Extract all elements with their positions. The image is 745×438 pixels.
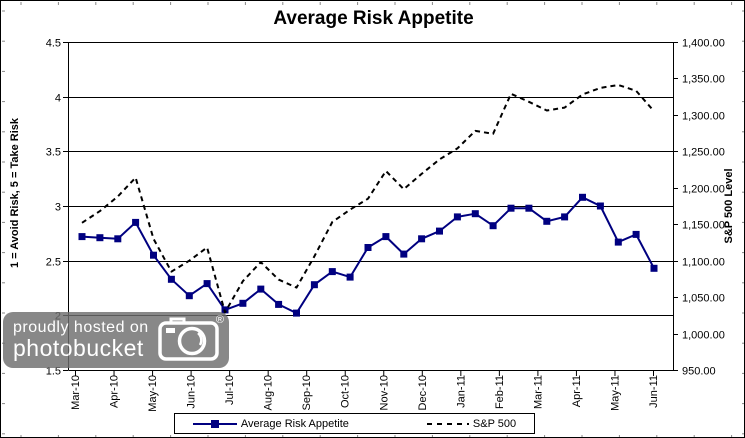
right-axis-tick-label: 950.00 <box>682 366 716 378</box>
x-axis-tick-label: Jun-11 <box>648 375 660 408</box>
left-axis-title: 1 = Avoid Risk, 5 = Take Risk <box>9 117 21 268</box>
data-point-marker <box>489 222 497 230</box>
data-point-marker <box>632 230 640 238</box>
data-point-marker <box>364 244 372 251</box>
data-point-marker <box>436 227 443 235</box>
data-point-marker <box>132 218 140 226</box>
x-axis-tick-label: May-11 <box>609 375 621 411</box>
registered-trademark-icon: ® <box>215 314 224 326</box>
x-axis-tick-label: Mar-10 <box>70 375 82 410</box>
data-point-marker <box>239 299 247 307</box>
left-axis-tick-label: 4 <box>55 93 61 105</box>
x-axis-tick-label: Feb-11 <box>494 375 506 409</box>
data-point-marker <box>543 217 551 225</box>
x-axis-tick-label: May-10 <box>147 375 159 412</box>
x-axis-tick-label: Aug-10 <box>263 375 275 410</box>
data-point-marker <box>596 202 604 210</box>
x-axis-tick-label: Dec-10 <box>417 375 429 410</box>
left-axis-tick-label: 3 <box>55 202 61 214</box>
legend-item-risk-appetite: Average Risk Appetite <box>192 417 349 430</box>
data-point-marker <box>203 280 211 288</box>
x-axis-tick-label: Jan-11 <box>455 375 467 408</box>
data-point-marker <box>579 193 586 201</box>
camera-icon <box>157 316 221 367</box>
data-point-marker <box>275 300 283 308</box>
right-axis-tick-label: 1,300.00 <box>682 111 725 123</box>
x-axis-tick-label: Jul-10 <box>224 375 236 405</box>
legend-item-sp500: S&P 500 <box>426 417 517 430</box>
legend-label-sp500: S&P 500 <box>472 417 517 430</box>
risk-appetite-line <box>81 196 655 315</box>
legend: Average Risk Appetite S&P 500 <box>174 413 535 434</box>
watermark-text: proudly hosted on photobucket <box>3 320 149 360</box>
data-point-marker <box>310 281 318 289</box>
data-point-marker <box>96 234 104 242</box>
data-point-marker <box>382 233 390 241</box>
data-point-marker <box>78 233 86 241</box>
right-axis-tick-label: 1,400.00 <box>682 38 725 50</box>
watermark-line1: proudly hosted on <box>13 319 149 336</box>
right-axis-tick-label: 1,000.00 <box>682 330 725 342</box>
chart-title: Average Risk Appetite <box>273 8 474 29</box>
left-axis-tick-label: 3.5 <box>46 147 61 159</box>
data-point-marker <box>167 275 175 283</box>
x-axis-tick-label: Nov-10 <box>378 375 390 410</box>
right-axis-tick-label: 1,350.00 <box>682 74 725 86</box>
x-axis-tick-label: Apr-11 <box>571 375 583 407</box>
data-point-marker <box>453 213 461 221</box>
data-point-marker <box>561 213 569 221</box>
right-axis-tick-label: 1,100.00 <box>682 257 725 269</box>
x-axis-tick-label: Jun-10 <box>186 375 198 409</box>
data-point-marker <box>150 251 157 259</box>
x-axis-tick-label: Mar-11 <box>532 375 544 409</box>
data-point-marker <box>614 238 622 246</box>
left-axis-tick-label: 4.5 <box>46 38 61 50</box>
data-point-marker <box>185 292 193 300</box>
data-point-marker <box>293 309 300 317</box>
left-axis-tick-label: 1.5 <box>46 366 61 378</box>
data-point-marker <box>346 273 354 281</box>
right-axis-tick-label: 1,150.00 <box>682 220 725 232</box>
x-axis-tick-label: Sep-10 <box>301 375 313 410</box>
data-point-marker <box>328 268 336 276</box>
data-point-marker <box>400 250 408 258</box>
data-point-marker <box>257 285 265 293</box>
x-axis-tick-label: Oct-10 <box>340 375 352 408</box>
photobucket-watermark: proudly hosted on photobucket ® <box>3 312 229 368</box>
right-axis-tick-label: 1,250.00 <box>682 147 725 159</box>
sp500-line <box>81 84 655 314</box>
gridlines <box>68 42 673 316</box>
data-point-marker <box>114 235 122 243</box>
risk-appetite-swatch-icon <box>192 419 237 428</box>
right-axis-title: S&P 500 Level <box>723 168 735 243</box>
data-point-marker <box>525 204 533 212</box>
legend-label-risk-appetite: Average Risk Appetite <box>240 417 349 430</box>
data-point-marker <box>418 235 426 243</box>
data-point-marker <box>507 204 515 212</box>
watermark-line2: photobucket <box>13 335 144 361</box>
x-axis-tick-label: Apr-10 <box>109 375 121 408</box>
data-point-marker <box>471 210 479 218</box>
right-axis-tick-label: 1,050.00 <box>682 293 725 305</box>
right-axis-tick-label: 1,200.00 <box>682 184 725 196</box>
data-point-marker <box>650 264 658 272</box>
sp500-swatch-icon <box>426 422 469 425</box>
left-axis-tick-label: 2.5 <box>46 257 61 269</box>
